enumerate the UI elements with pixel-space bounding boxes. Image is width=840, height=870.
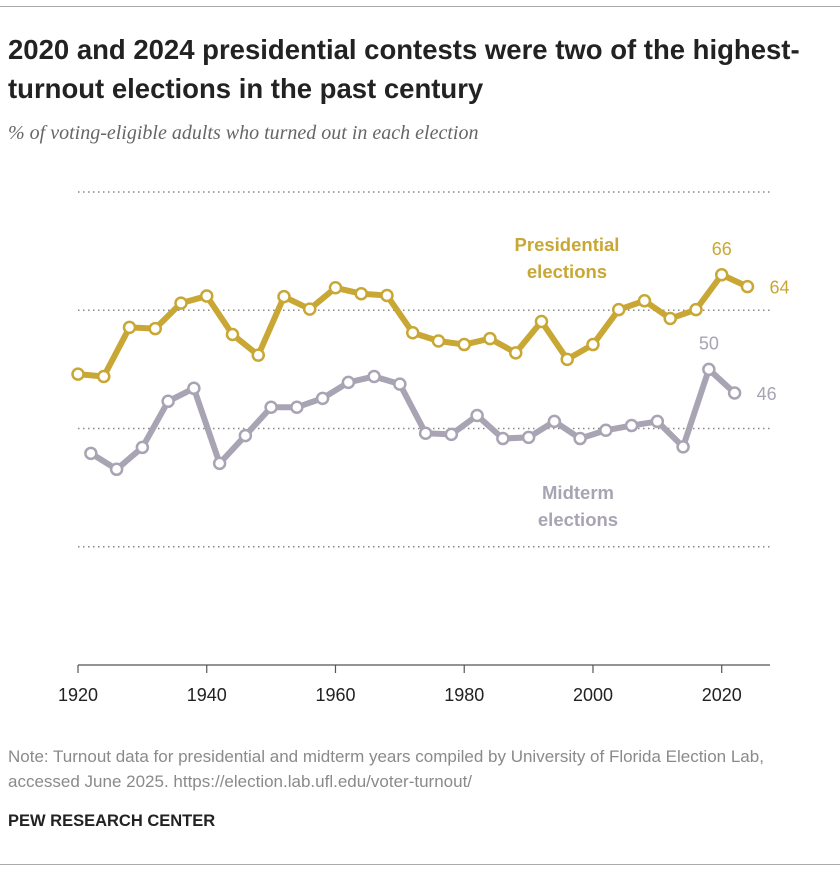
- point: [676, 440, 690, 454]
- point: [431, 334, 446, 348]
- point: [573, 431, 587, 446]
- point: [380, 288, 394, 303]
- point: [174, 296, 188, 310]
- point: [199, 289, 214, 303]
- point: [663, 311, 677, 326]
- point: [496, 431, 510, 446]
- series-line: [77, 271, 749, 380]
- point: [393, 377, 407, 391]
- point: [277, 289, 291, 304]
- point: [470, 408, 484, 423]
- point: [71, 367, 85, 381]
- point: [714, 268, 729, 282]
- x-tick-label: 1940: [187, 685, 227, 705]
- series-label: Midterm elections: [537, 482, 619, 530]
- point: [367, 369, 381, 384]
- point: [238, 428, 253, 443]
- point: [457, 337, 471, 352]
- data-label: 46: [757, 384, 777, 404]
- point: [84, 446, 98, 461]
- point: [508, 346, 523, 360]
- point: [251, 348, 265, 362]
- point: [650, 414, 665, 429]
- data-label: 66: [712, 239, 732, 259]
- point: [96, 369, 111, 384]
- point: [328, 281, 343, 295]
- point: [727, 386, 742, 400]
- note: Note: Turnout data for presidential and …: [8, 747, 764, 791]
- point: [212, 456, 227, 471]
- x-tick-label: 2020: [702, 685, 742, 705]
- point: [599, 423, 613, 438]
- x-tick-label: 2000: [573, 685, 613, 705]
- source: PEW RESEARCH CENTER: [8, 812, 216, 830]
- point: [109, 462, 124, 477]
- point: [225, 327, 240, 342]
- point: [315, 391, 330, 406]
- point: [302, 302, 317, 316]
- point: [148, 321, 162, 336]
- point: [341, 375, 356, 390]
- point: [122, 320, 137, 335]
- chart-title: 2020 and 2024 presidential contests were…: [8, 34, 800, 104]
- point: [264, 400, 278, 414]
- x-tick-label: 1980: [444, 685, 484, 705]
- point: [161, 394, 175, 409]
- point: [354, 286, 368, 301]
- point: [534, 314, 549, 329]
- point: [444, 427, 459, 442]
- point: [135, 440, 150, 455]
- point: [547, 414, 562, 429]
- point: [521, 430, 536, 445]
- point: [689, 302, 703, 317]
- point: [405, 325, 420, 340]
- data-label: 64: [769, 278, 789, 298]
- point: [418, 426, 433, 440]
- data-label: 50: [699, 333, 719, 353]
- series-line: [89, 366, 737, 473]
- point: [624, 418, 639, 433]
- point: [637, 294, 652, 308]
- point: [483, 331, 497, 346]
- chart-subtitle: % of voting-eligible adults who turned o…: [8, 122, 479, 144]
- point: [560, 352, 574, 367]
- point: [611, 302, 626, 317]
- series-label: Presidential elections: [514, 234, 620, 282]
- point: [702, 362, 716, 377]
- x-tick-label: 1960: [315, 685, 355, 705]
- x-tick-label: 1920: [58, 685, 98, 705]
- point: [586, 337, 600, 352]
- point: [290, 400, 304, 414]
- point: [740, 279, 755, 294]
- point: [187, 381, 201, 396]
